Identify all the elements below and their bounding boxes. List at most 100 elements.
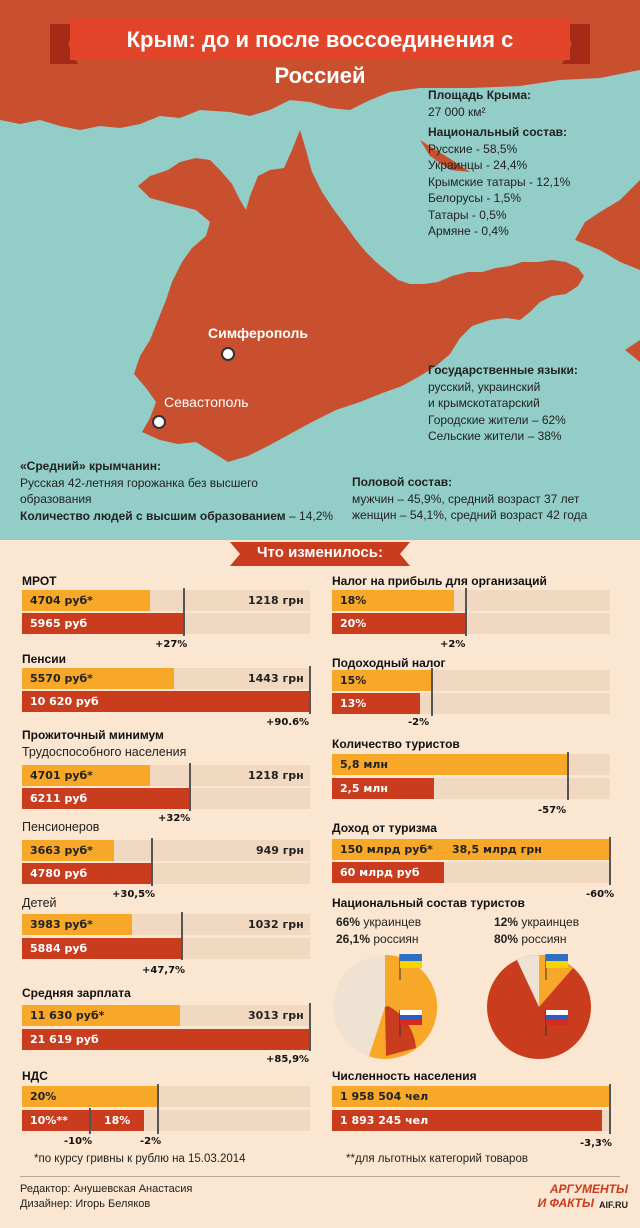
income-tax-before-bar	[332, 670, 432, 691]
children-after-bar	[22, 938, 182, 959]
tourism-income-before-value: 150 млрд руб*	[340, 843, 433, 856]
income-tax-after-value: 13%	[340, 697, 367, 710]
education-value: – 14,2%	[289, 508, 334, 523]
tourist-nationality-label: Национальный состав туристов	[332, 896, 525, 910]
change-marker	[89, 1108, 91, 1134]
pie-before	[333, 954, 438, 1059]
tourism-income-after-bar	[332, 862, 444, 883]
change-marker	[151, 838, 153, 886]
tourists-change: -57%	[538, 805, 567, 816]
tourists-before-value: 5,8 млн	[340, 758, 388, 771]
footnote-1: *по курсу гривны к рублю на 15.03.2014	[34, 1153, 246, 1165]
change-marker	[609, 837, 611, 885]
average-resident-label: «Средний» крымчанин:	[20, 459, 161, 473]
vat-after-bar	[22, 1110, 144, 1131]
section-ribbon	[230, 542, 410, 566]
nationality-item: Татары - 0,5%	[428, 207, 507, 222]
crimea-map	[0, 0, 640, 540]
city-simferopol: Симферополь	[208, 325, 309, 341]
mrot-before-uah: 1218 грн	[248, 594, 304, 607]
pension-before-uah: 1443 грн	[248, 672, 304, 685]
children-before-value: 3983 руб*	[30, 918, 93, 931]
vat-change: -2%	[140, 1136, 162, 1147]
mrot-after-value: 5965 руб	[30, 617, 88, 630]
gender-label: Половой состав:	[352, 475, 453, 489]
area-info: Площадь Крыма: 27 000 км²	[428, 87, 531, 120]
working-before-uah: 1218 грн	[248, 769, 304, 782]
change-marker	[431, 668, 433, 716]
salary-after-value: 21 619 руб	[30, 1033, 99, 1046]
salary-label: Средняя зарплата	[22, 986, 131, 1000]
education-label: Количество людей с высшим образованием	[20, 508, 286, 523]
pie1-rus-pct: 26,1%	[336, 931, 371, 946]
pension-label: Пенсии	[22, 652, 66, 666]
mrot-before-value: 4704 руб*	[30, 594, 93, 607]
pensioners-change: +30,5%	[112, 889, 156, 900]
pie2-legend: 12% украинцев 80% россиян	[494, 914, 579, 947]
change-marker	[309, 1003, 311, 1051]
vat-reduced-value: 10%**	[30, 1114, 68, 1127]
pie1-ukr-label: украинцев	[363, 915, 422, 929]
vat-reduced-change: -10%	[64, 1136, 93, 1147]
population-before-value: 1 958 504 чел	[340, 1090, 429, 1103]
change-marker	[183, 588, 185, 636]
russia-flag-icon	[545, 1010, 568, 1036]
population-after-bar	[332, 1110, 602, 1131]
tourism-income-change: -60%	[586, 889, 615, 900]
salary-before-uah: 3013 грн	[248, 1009, 304, 1022]
ukraine-flag-icon	[545, 954, 568, 980]
salary-before-bar	[22, 1005, 180, 1026]
pensioners-before-uah: 949 грн	[256, 844, 305, 857]
logo-line-1: АРГУМЕНТЫ	[549, 1182, 628, 1196]
pensioners-after-bar	[22, 863, 152, 884]
pension-before-bar	[22, 668, 174, 689]
pension-before-value: 5570 руб*	[30, 672, 93, 685]
pensioners-after-value: 4780 руб	[30, 867, 88, 880]
tourism-income-label: Доход от туризма	[332, 821, 437, 835]
change-marker	[567, 752, 569, 800]
area-value: 27 000 км²	[428, 104, 486, 119]
change-marker	[465, 588, 467, 636]
profit-tax-after-value: 20%	[340, 617, 367, 630]
mrot-before-bar	[22, 590, 150, 611]
profit-tax-change: +2%	[440, 639, 466, 650]
change-marker	[609, 1084, 611, 1134]
working-after-bar	[22, 788, 190, 809]
language-info: Государственные языки: русский, украинск…	[428, 362, 578, 445]
income-tax-label: Подоходный налог	[332, 656, 446, 670]
credits: Редактор: Анушевская Анастасия Дизайнер:…	[20, 1182, 192, 1212]
nationality-item: Белорусы - 1,5%	[428, 191, 522, 205]
nationality-label: Национальный состав:	[428, 125, 567, 139]
working-label: Трудоспособного населения	[22, 745, 187, 759]
editor-credit: Редактор: Анушевская Анастасия	[20, 1183, 193, 1195]
pie2-ukr-pct: 12%	[494, 915, 519, 929]
average-resident-desc: Русская 42-летняя горожанка без высшего	[20, 475, 258, 490]
footnote-2: **для льготных категорий товаров	[346, 1153, 528, 1165]
mrot-change: +27%	[155, 639, 188, 650]
working-before-bar	[22, 765, 150, 786]
change-marker	[189, 763, 191, 811]
pensioners-label: Пенсионеров	[22, 820, 100, 834]
designer-credit: Дизайнер: Игорь Беляков	[20, 1198, 151, 1210]
change-marker	[181, 912, 183, 960]
tourists-before-bar	[332, 754, 568, 775]
language-line: русский, украинский	[428, 379, 541, 394]
tourists-label: Количество туристов	[332, 737, 460, 751]
vat-after-value: 18%	[104, 1114, 131, 1127]
pie2-rus-label: россиян	[521, 931, 567, 946]
salary-after-bar	[22, 1029, 310, 1050]
rural-share: Сельские жители – 38%	[428, 429, 562, 443]
nationality-info: Национальный состав: Русские - 58,5% Укр…	[428, 124, 570, 240]
nationality-item: Армяне - 0,4%	[428, 224, 509, 238]
title-ribbon	[50, 18, 590, 64]
pensioners-before-value: 3663 руб*	[30, 844, 93, 857]
pensioners-before-bar	[22, 840, 114, 861]
vat-before-value: 20%	[30, 1090, 57, 1103]
tourism-income-after-value: 60 млрд руб	[340, 866, 420, 879]
language-label: Государственные языки:	[428, 363, 578, 377]
language-line: и крымскотатарский	[428, 396, 540, 410]
income-tax-after-bar	[332, 693, 420, 714]
city-sevastopol: Севастополь	[164, 394, 249, 410]
children-after-value: 5884 руб	[30, 942, 88, 955]
tourists-after-bar	[332, 778, 434, 799]
